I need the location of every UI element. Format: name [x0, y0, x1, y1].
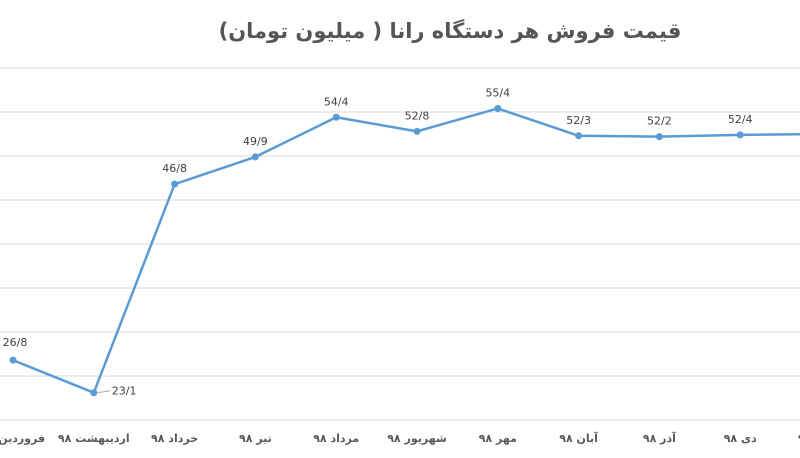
x-tick-label: بهمن ۹۸	[798, 432, 800, 445]
leader-line	[97, 390, 110, 394]
grid-lines	[0, 67, 800, 421]
data-label: 49/9	[243, 135, 268, 148]
data-point	[90, 389, 98, 397]
x-tick-label: مرداد ۹۸	[313, 432, 359, 445]
data-point	[171, 180, 179, 188]
data-label: 55/4	[485, 86, 510, 99]
data-label: 23/1	[112, 385, 137, 398]
data-point	[575, 132, 583, 140]
data-label: 26/8	[3, 336, 28, 349]
x-tick-labels: فروردین ۹۸ اردیبهشت ۹۸ خرداد ۹۸ تیر ۹۸ مرداد…	[0, 431, 800, 445]
x-tick-label: آبان ۹۸	[559, 431, 598, 445]
data-point	[655, 133, 663, 141]
chart-title: قیمت فروش هر دستگاه رانا ( میلیون تومان)	[219, 18, 682, 43]
x-tick-label: اردیبهشت ۹۸	[58, 432, 130, 445]
series	[9, 104, 800, 397]
data-point	[736, 131, 744, 139]
data-label: 52/4	[728, 113, 753, 126]
data-point	[494, 104, 502, 112]
x-tick-label: تیر ۹۸	[239, 432, 272, 445]
x-tick-label: شهریور ۹۸	[387, 432, 447, 445]
data-label: 52/8	[405, 109, 430, 122]
x-tick-label: فروردین ۹۸	[0, 432, 45, 445]
data-label: 46/8	[162, 162, 187, 175]
data-labels: 26/8 23/1 46/8 49/9 54/4 52/8 55/4 52/3 52/2 52/4	[3, 86, 753, 397]
data-point	[332, 113, 340, 121]
data-point	[251, 153, 259, 161]
x-tick-label: خرداد ۹۸	[151, 432, 198, 445]
x-tick-label: آذر ۹۸	[643, 431, 676, 445]
x-tick-label: دی ۹۸	[724, 432, 757, 445]
data-point	[9, 356, 17, 364]
series-line	[12, 107, 800, 394]
data-label: 54/4	[324, 95, 349, 108]
data-point	[413, 127, 421, 135]
data-label: 52/2	[647, 115, 672, 128]
data-label: 52/3	[566, 114, 591, 127]
x-tick-label: مهر ۹۸	[479, 432, 517, 445]
